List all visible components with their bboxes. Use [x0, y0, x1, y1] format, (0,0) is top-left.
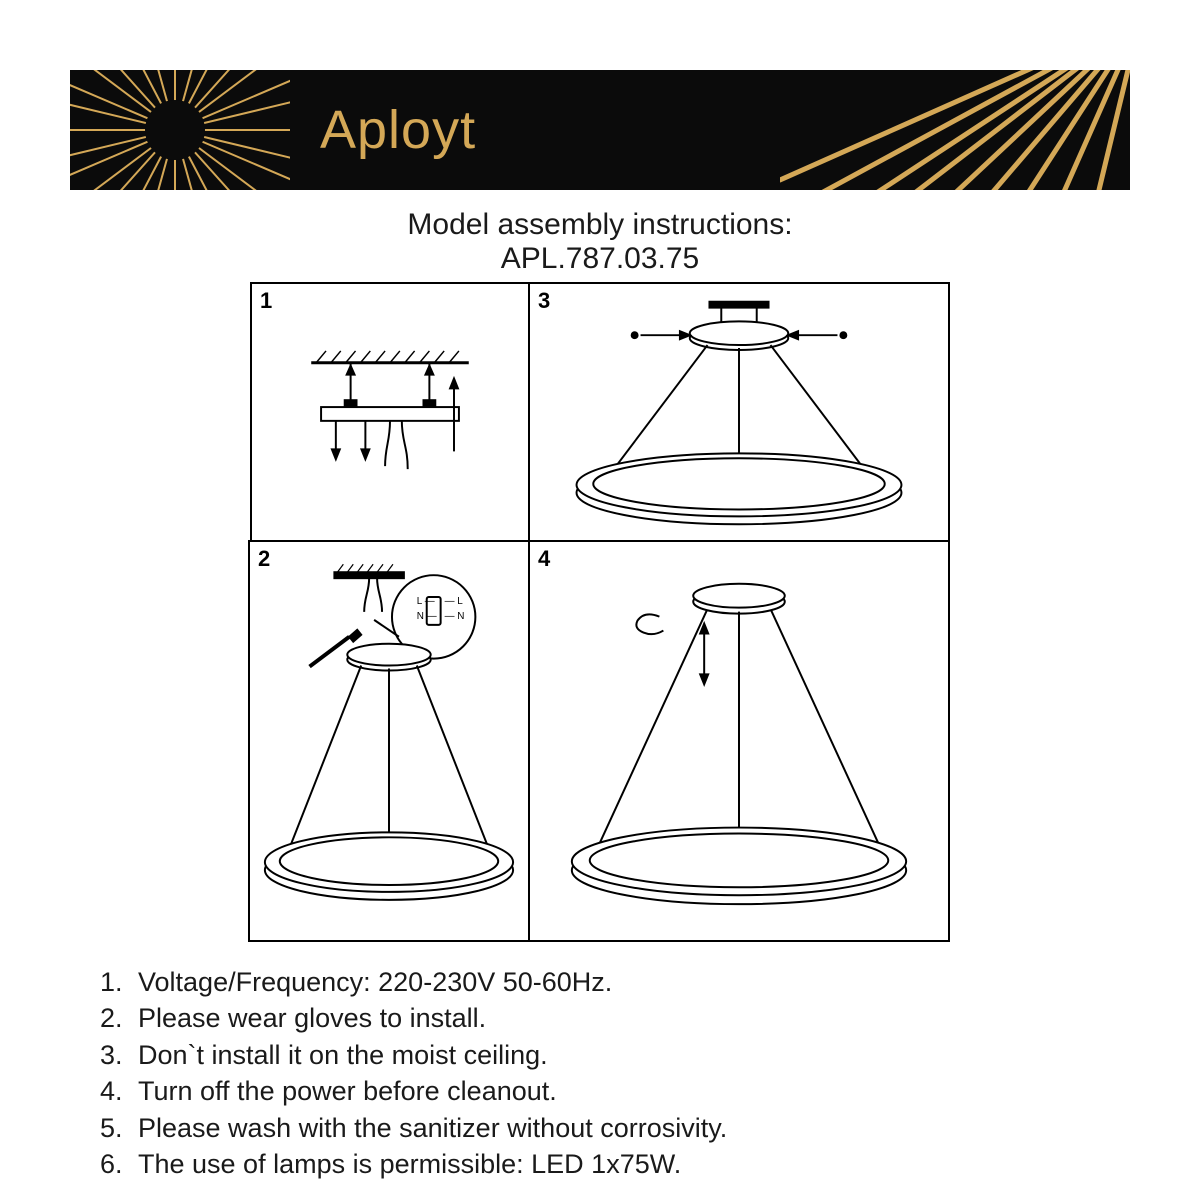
step1-diagram-icon: [252, 284, 528, 540]
diagram-grid: 1: [250, 282, 950, 942]
step3-diagram-icon: [530, 284, 948, 540]
brand-name: Aployt: [320, 99, 476, 161]
note-item: 4.Turn off the power before cleanout.: [100, 1073, 1120, 1109]
svg-text:— N: — N: [445, 611, 465, 622]
fan-rays-icon: [780, 70, 1130, 190]
step4-diagram-icon: [530, 542, 948, 940]
title-block: Model assembly instructions: APL.787.03.…: [70, 208, 1130, 276]
note-item: 5.Please wash with the sanitizer without…: [100, 1110, 1120, 1146]
note-item: 1.Voltage/Frequency: 220-230V 50-60Hz.: [100, 964, 1120, 1000]
sunburst-icon: [70, 70, 290, 190]
notes-list: 1.Voltage/Frequency: 220-230V 50-60Hz. 2…: [100, 964, 1120, 1183]
brand-banner: Aployt: [70, 70, 1130, 190]
step-cell-4: 4: [528, 540, 950, 942]
step-cell-2: 2 L — N — — L — N: [248, 540, 530, 942]
step-cell-1: 1: [250, 282, 530, 542]
note-item: 2.Please wear gloves to install.: [100, 1000, 1120, 1036]
svg-text:— L: — L: [445, 596, 464, 607]
title-line-1: Model assembly instructions:: [70, 208, 1130, 242]
note-item: 3.Don`t install it on the moist ceiling.: [100, 1037, 1120, 1073]
note-item: 6.The use of lamps is permissible: LED 1…: [100, 1146, 1120, 1182]
step2-diagram-icon: L — N — — L — N: [250, 542, 528, 940]
step-cell-3: 3: [528, 282, 950, 542]
page: Aployt Model assembly instructions: APL.…: [0, 0, 1200, 1200]
title-line-2: APL.787.03.75: [70, 242, 1130, 276]
